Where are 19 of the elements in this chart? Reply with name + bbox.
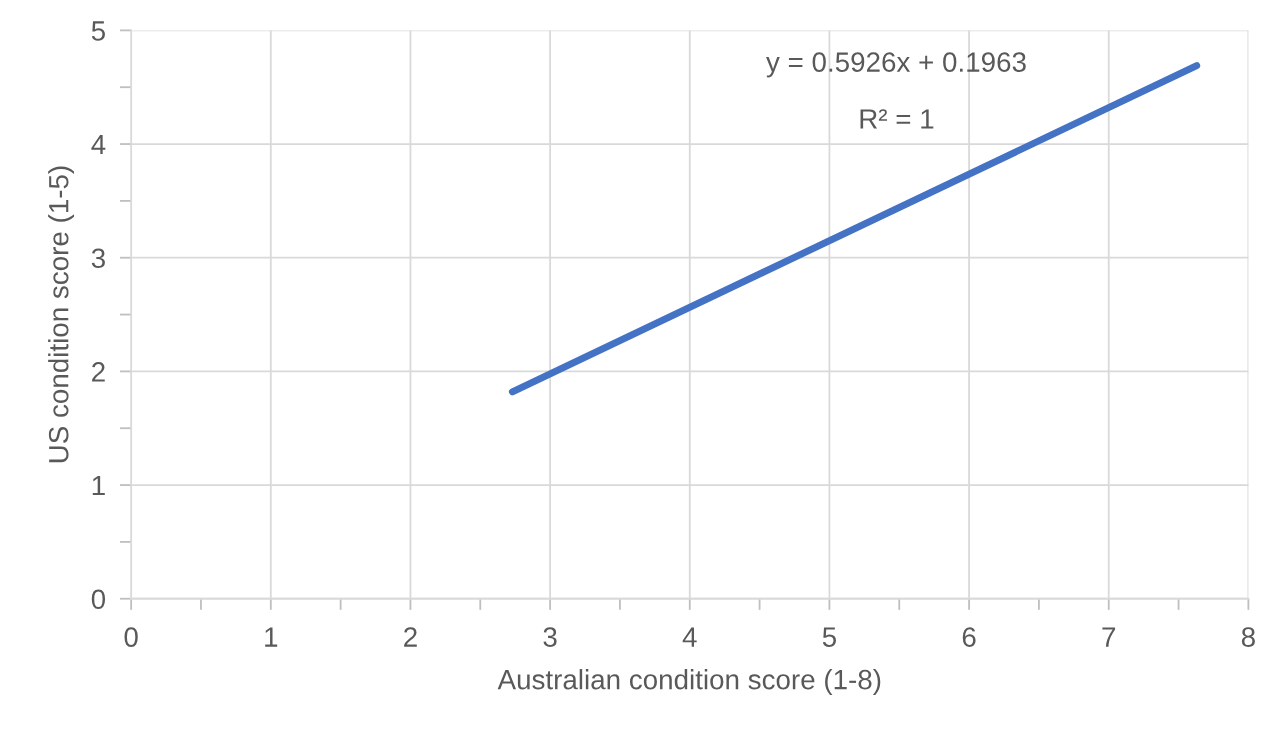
annotation: y = 0.5926x + 0.1963: [766, 52, 1026, 78]
annotation: R² = 1: [860, 109, 934, 129]
y-tick-label: 5: [91, 21, 105, 41]
x-tick-label: 8: [1241, 627, 1255, 647]
x-tick-label: 2: [404, 627, 417, 647]
x-axis-title: Australian condition score (1-8): [497, 669, 881, 695]
x-tick-label: 0: [124, 627, 138, 647]
x-tick-label: 1: [265, 627, 278, 647]
x-tick-label: 3: [543, 627, 557, 647]
x-tick-label: 5: [822, 627, 836, 647]
y-tick-label: 4: [91, 135, 106, 155]
x-tick-label: 6: [962, 627, 976, 647]
y-tick-label: 3: [91, 248, 105, 269]
x-tick-label: 7: [1102, 627, 1116, 647]
y-axis-title: US condition score (1-5): [48, 166, 75, 463]
y-tick-label: 0: [91, 589, 106, 610]
x-tick-label: 4: [682, 627, 697, 647]
y-tick-label: 1: [92, 476, 105, 496]
y-tick-label: 2: [92, 362, 105, 382]
